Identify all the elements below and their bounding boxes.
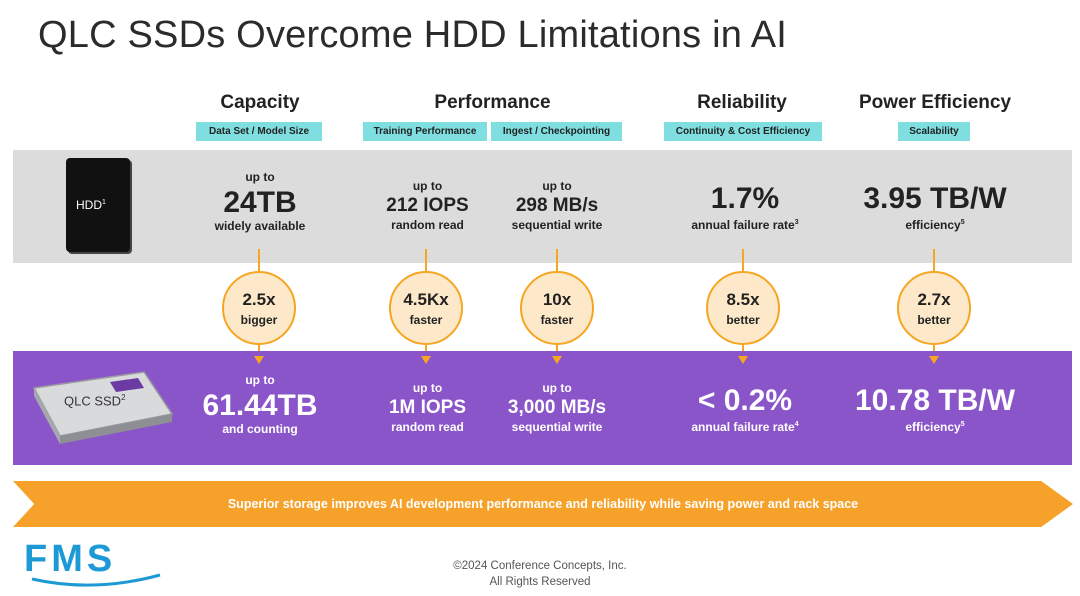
ingest-sublabel: Ingest / Checkpointing [491, 122, 622, 141]
hdd-capacity-pre: up to [245, 170, 275, 184]
ssd-label-text: QLC SSD [64, 393, 122, 409]
down-arrow-icon [738, 356, 748, 364]
page-title: QLC SSDs Overcome HDD Limitations in AI [38, 14, 788, 56]
comparison-value: 2.7x [917, 290, 951, 309]
hdd-reliability-post: annual failure rate [691, 217, 795, 232]
ssd-power-value: 10.78 TB/W [854, 384, 1016, 417]
connector-line [742, 249, 744, 271]
hdd-label-sup: 1 [102, 199, 106, 206]
ssd-reliability: < 0.2% annual failure rate4 [665, 385, 825, 433]
summary-banner-text: Superior storage improves AI development… [227, 497, 859, 511]
comparison-value: 10x [542, 290, 572, 309]
connector-line [933, 249, 935, 271]
ssd-capacity-value: 61.44TB [202, 388, 318, 422]
comparison-label: faster [409, 313, 443, 327]
training-sublabel: Training Performance [363, 122, 487, 141]
capacity-heading: Capacity [220, 92, 300, 113]
ssd-reliability-value: < 0.2% [697, 384, 793, 417]
hdd-training-pre: up to [412, 179, 443, 193]
comparison-label: better [726, 313, 760, 327]
summary-banner [13, 481, 1073, 527]
reliability-heading: Reliability [697, 92, 787, 113]
hdd-training-value: 212 IOPS [386, 194, 469, 216]
copyright-footer: ©2024 Conference Concepts, Inc. All Righ… [440, 558, 640, 590]
comparison-value: 8.5x [726, 290, 760, 309]
ssd-training-post: random read [391, 419, 464, 434]
hdd-band [13, 150, 1072, 263]
hdd-power-sup: 5 [960, 218, 965, 226]
comparison-circle: 2.7x better [897, 271, 971, 345]
down-arrow-icon [552, 356, 562, 364]
ssd-ingest-pre: up to [542, 381, 572, 395]
hdd-power: 3.95 TB/W efficiency5 [835, 183, 1035, 231]
reliability-sublabel: Continuity & Cost Efficiency [664, 122, 822, 141]
power-heading: Power Efficiency [858, 92, 1012, 113]
hdd-capacity: up to 24TB widely available [190, 171, 330, 233]
ssd-power-post: efficiency [905, 419, 961, 434]
hdd-reliability: 1.7% annual failure rate3 [670, 183, 820, 231]
hdd-training: up to 212 IOPS random read [365, 180, 490, 231]
comparison-label: bigger [240, 313, 278, 327]
copyright-line: ©2024 Conference Concepts, Inc. [453, 560, 627, 572]
hdd-label-text: HDD [76, 198, 102, 212]
comparison-label: faster [540, 313, 574, 327]
fms-logo: FMS [24, 538, 161, 587]
hdd-ingest-post: sequential write [511, 217, 603, 232]
comparison-label: better [917, 313, 951, 327]
capacity-sublabel: Data Set / Model Size [196, 122, 322, 141]
fms-logo-text: FMS [24, 538, 116, 580]
ssd-power: 10.78 TB/W efficiency5 [830, 385, 1040, 433]
ssd-capacity-pre: up to [245, 373, 275, 387]
ssd-reliability-post: annual failure rate [691, 419, 795, 434]
ssd-reliability-sup: 4 [794, 420, 799, 428]
comparison-value: 4.5Kx [403, 290, 449, 309]
ssd-capacity: up to 61.44TB and counting [180, 374, 340, 436]
comparison-value: 2.5x [242, 290, 276, 309]
rights-line: All Rights Reserved [489, 576, 591, 588]
ssd-ingest-value: 3,000 MB/s [507, 396, 607, 418]
hdd-capacity-post: widely available [214, 219, 306, 234]
hdd-reliability-sup: 3 [794, 218, 799, 226]
hdd-ingest-value: 298 MB/s [515, 194, 599, 216]
ssd-label-sup: 2 [121, 393, 126, 402]
comparison-circle: 8.5x better [706, 271, 780, 345]
ssd-training: up to 1M IOPS random read [365, 382, 490, 433]
ssd-power-sup: 5 [960, 420, 965, 428]
down-arrow-icon [254, 356, 264, 364]
ssd-capacity-post: and counting [222, 422, 298, 437]
hdd-reliability-value: 1.7% [710, 182, 780, 215]
connector-line [425, 249, 427, 271]
ssd-band [13, 351, 1072, 465]
performance-heading: Performance [434, 92, 551, 113]
comparison-circle: 4.5Kx faster [389, 271, 463, 345]
connector-line [556, 249, 558, 271]
hdd-image [66, 158, 130, 252]
ssd-training-pre: up to [412, 381, 443, 395]
down-arrow-icon [421, 356, 431, 364]
ssd-ingest: up to 3,000 MB/s sequential write [492, 382, 622, 433]
hdd-ingest-pre: up to [542, 179, 572, 193]
hdd-power-value: 3.95 TB/W [863, 182, 1007, 215]
down-arrow-icon [929, 356, 939, 364]
hdd-training-post: random read [391, 217, 464, 232]
comparison-circle: 2.5x bigger [222, 271, 296, 345]
hdd-capacity-value: 24TB [223, 185, 297, 219]
hdd-ingest: up to 298 MB/s sequential write [492, 180, 622, 231]
ssd-training-value: 1M IOPS [388, 396, 467, 418]
comparison-circle: 10x faster [520, 271, 594, 345]
ssd-ingest-post: sequential write [511, 419, 603, 434]
connector-line [258, 249, 260, 271]
hdd-power-post: efficiency [905, 217, 961, 232]
hdd-label: HDD1 [76, 198, 106, 212]
ssd-image [32, 371, 174, 444]
ssd-label: QLC SSD2 [64, 393, 126, 408]
power-sublabel: Scalability [898, 122, 970, 141]
